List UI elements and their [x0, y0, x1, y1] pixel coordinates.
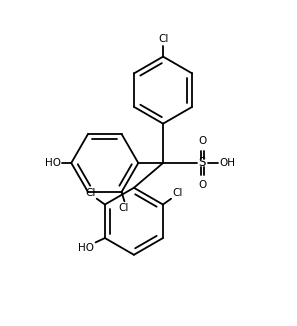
Text: HO: HO: [78, 243, 94, 253]
Text: Cl: Cl: [172, 188, 183, 198]
Text: Cl: Cl: [119, 202, 129, 213]
Text: O: O: [198, 181, 206, 190]
Text: O: O: [198, 136, 206, 145]
Text: Cl: Cl: [85, 188, 96, 198]
Text: Cl: Cl: [158, 34, 168, 44]
Text: OH: OH: [219, 158, 236, 168]
Text: HO: HO: [45, 158, 61, 168]
Text: S: S: [199, 156, 206, 170]
